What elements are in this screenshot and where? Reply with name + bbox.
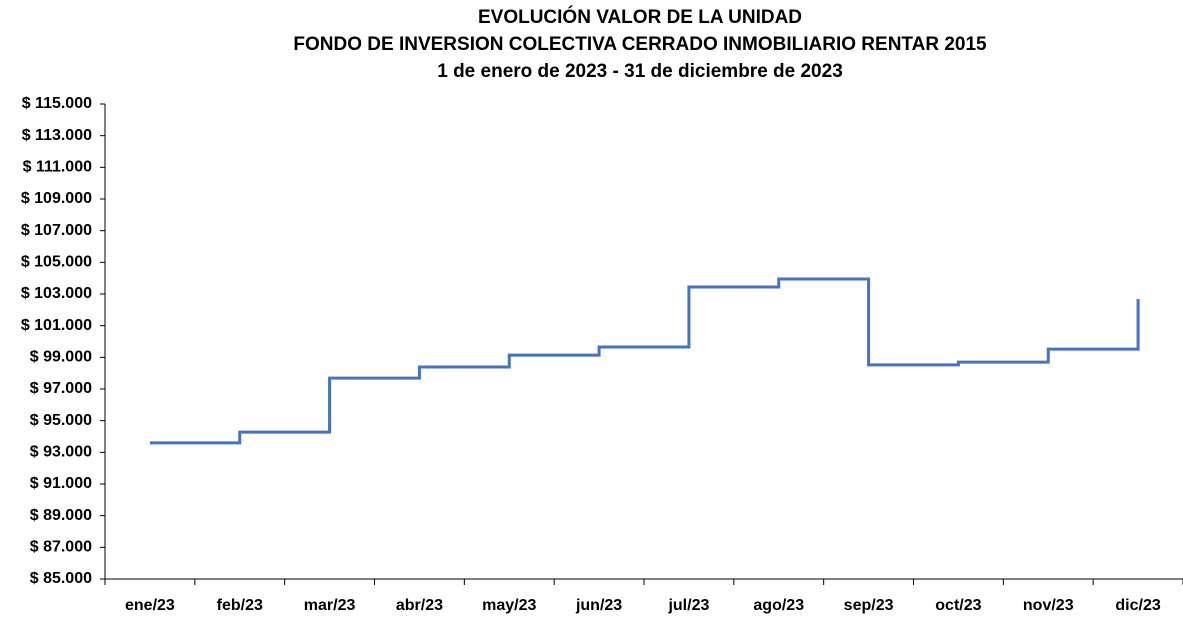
y-tick-label: $ 95.000: [30, 412, 92, 429]
x-tick-label: jun/23: [575, 597, 622, 614]
x-tick-label: sep/23: [844, 597, 894, 614]
y-tick-label: $ 115.000: [22, 95, 92, 112]
y-tick-label: $ 93.000: [30, 444, 92, 461]
x-tick-label: jul/23: [667, 597, 709, 614]
x-tick-label: oct/23: [935, 597, 981, 614]
x-tick-label: nov/23: [1023, 597, 1074, 614]
y-tick-label: $ 97.000: [30, 380, 92, 397]
x-tick-label: dic/23: [1115, 597, 1160, 614]
y-tick-label: $ 101.000: [21, 317, 92, 334]
y-tick-label: $ 87.000: [30, 539, 92, 556]
x-tick-label: mar/23: [304, 597, 356, 614]
y-tick-label: $ 105.000: [21, 254, 92, 271]
x-tick-label: feb/23: [217, 597, 263, 614]
chart-date-range: 1 de enero de 2023 - 31 de diciembre de …: [437, 61, 843, 82]
x-tick-label: may/23: [482, 597, 536, 614]
y-tick-label: $ 99.000: [30, 349, 92, 366]
y-tick-label: $ 85.000: [30, 570, 92, 587]
y-tick-label: $ 91.000: [30, 475, 92, 492]
y-tick-label: $ 109.000: [21, 190, 92, 207]
x-tick-label: abr/23: [396, 597, 443, 614]
y-tick-label: $ 113.000: [22, 127, 92, 144]
chart-subtitle: FONDO DE INVERSION COLECTIVA CERRADO INM…: [293, 34, 987, 55]
value-line: [149, 277, 1140, 445]
x-tick-label: ene/23: [125, 597, 175, 614]
chart-title: EVOLUCIÓN VALOR DE LA UNIDAD: [478, 6, 802, 28]
y-tick-label: $ 111.000: [23, 159, 93, 176]
y-tick-label: $ 89.000: [30, 507, 92, 524]
y-tick-label: $ 103.000: [21, 285, 92, 302]
x-tick-label: ago/23: [753, 597, 804, 614]
y-tick-label: $ 107.000: [21, 222, 92, 239]
